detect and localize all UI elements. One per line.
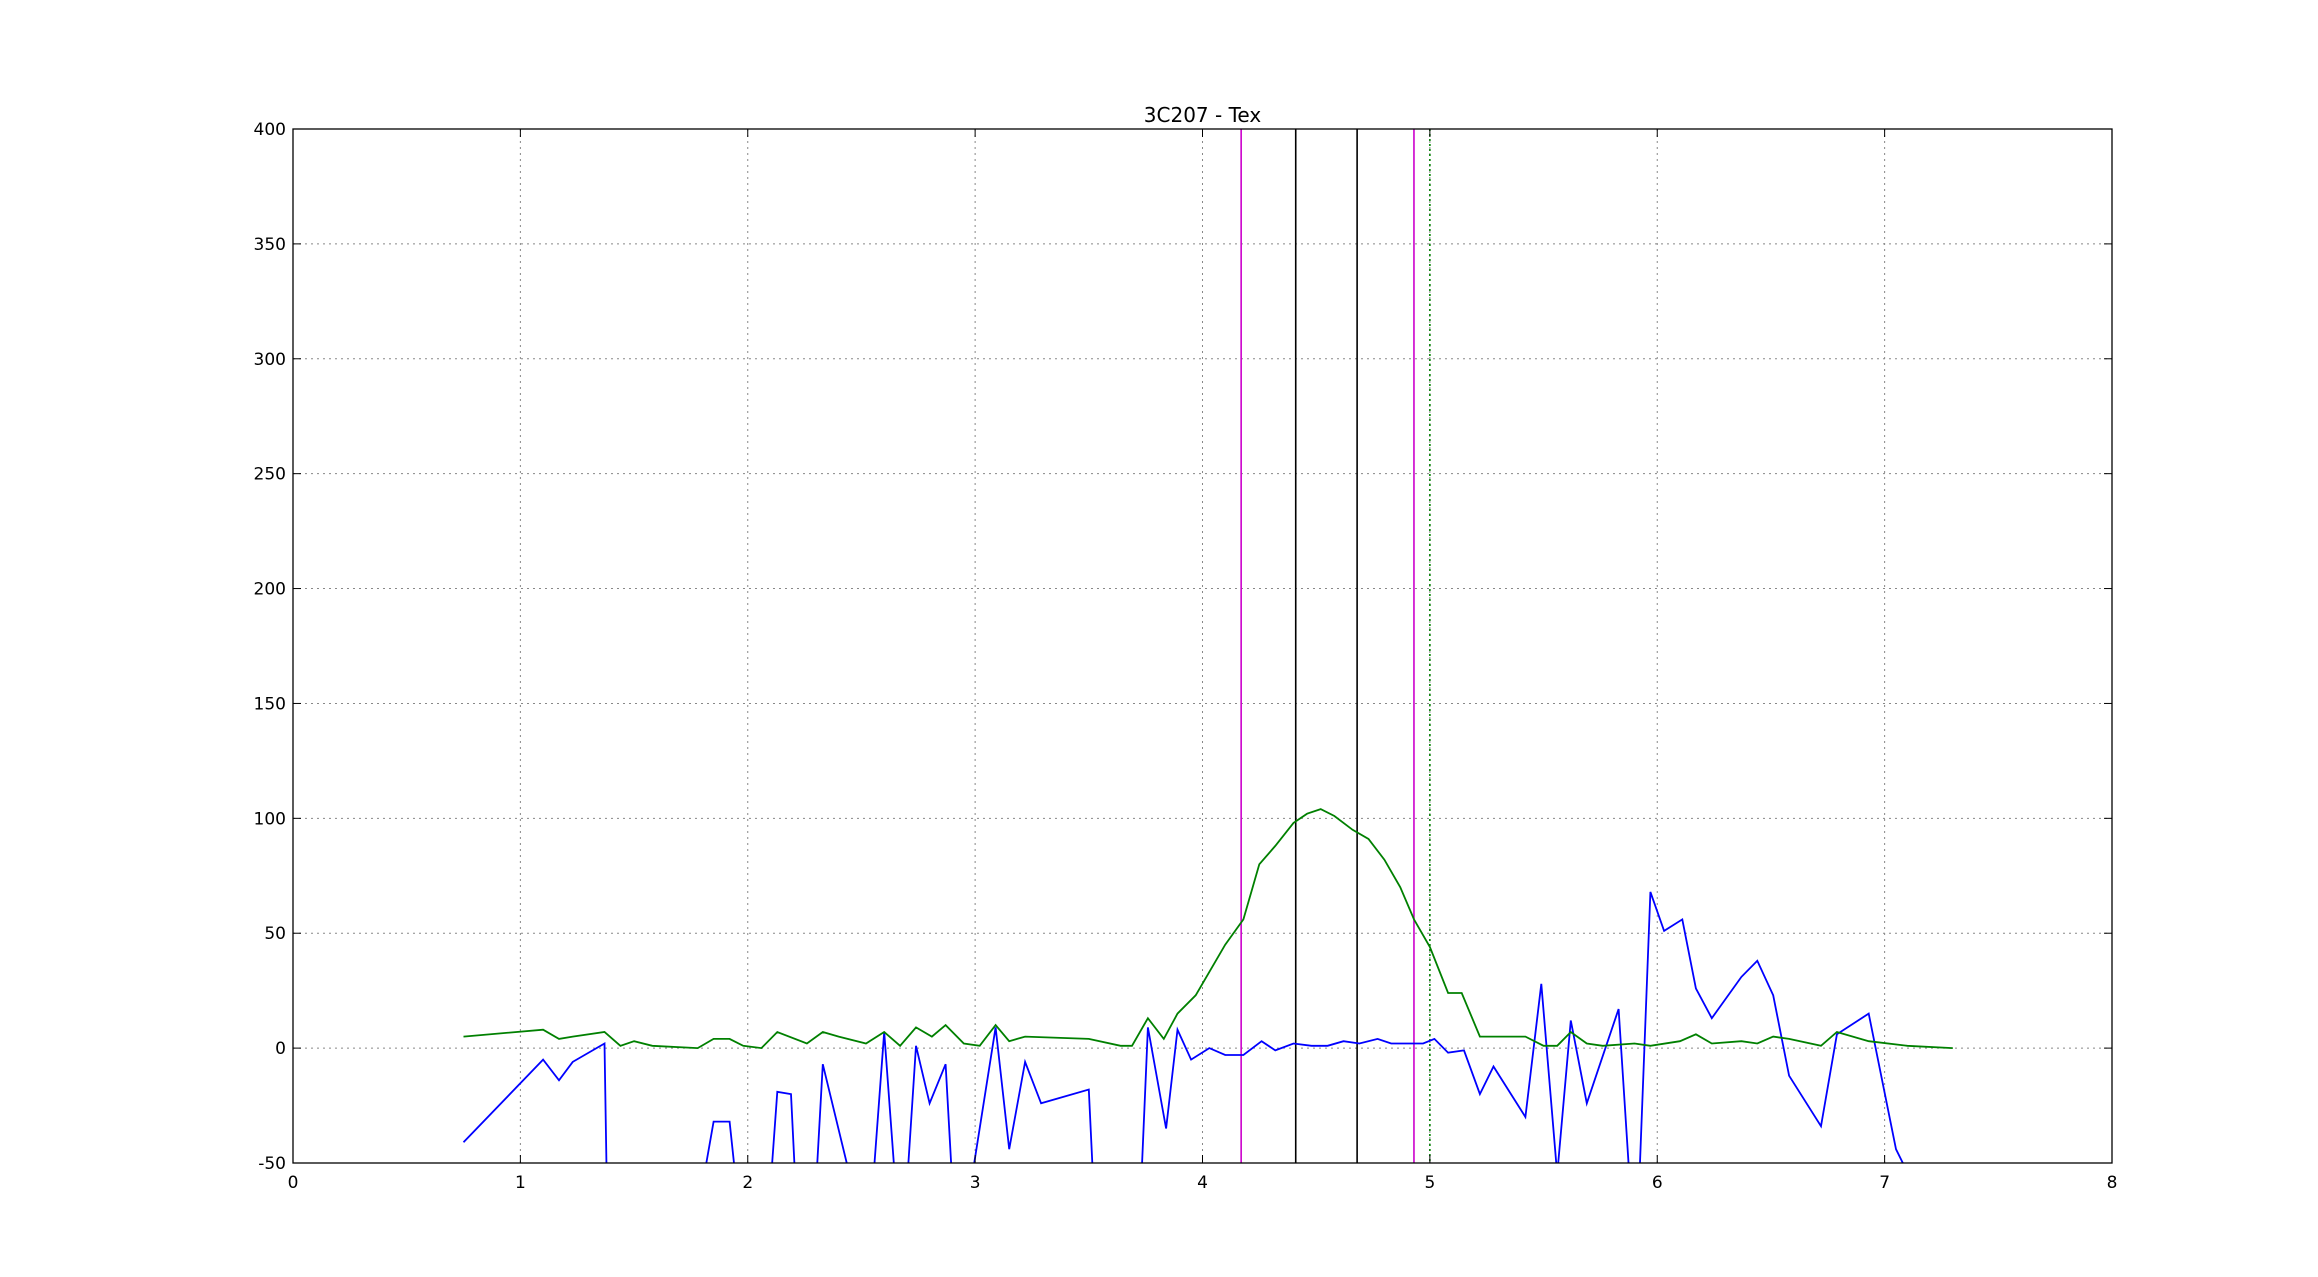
x-tick-label: 6 (1652, 1173, 1663, 1193)
y-tick-label: 350 (254, 235, 286, 255)
x-tick-label: 3 (970, 1173, 981, 1193)
y-tick-label: 150 (254, 694, 286, 714)
x-tick-label: 8 (2107, 1173, 2118, 1193)
y-tick-label: 0 (275, 1039, 286, 1059)
x-tick-label: 2 (742, 1173, 753, 1193)
y-tick-label: 300 (254, 350, 286, 370)
x-tick-label: 0 (288, 1173, 299, 1193)
y-tick-label: 100 (254, 809, 286, 829)
y-tick-label: 50 (264, 924, 286, 944)
x-tick-label: 7 (1879, 1173, 1890, 1193)
chart-title: 3C207 - Tex (1144, 103, 1262, 127)
reference-lines (1240, 129, 1431, 1163)
y-tick-label: 250 (254, 465, 286, 485)
y-tick-label: 400 (254, 120, 286, 140)
x-tick-label: 1 (515, 1173, 526, 1193)
y-tick-label: 200 (254, 580, 286, 600)
x-tick-label: 5 (1424, 1173, 1435, 1193)
y-tick-label: -50 (258, 1154, 286, 1174)
series-line-2 (463, 808, 1953, 1050)
data-series (462, 808, 1953, 1163)
series-line-1 (462, 891, 1904, 1163)
x-tick-label: 4 (1197, 1173, 1208, 1193)
